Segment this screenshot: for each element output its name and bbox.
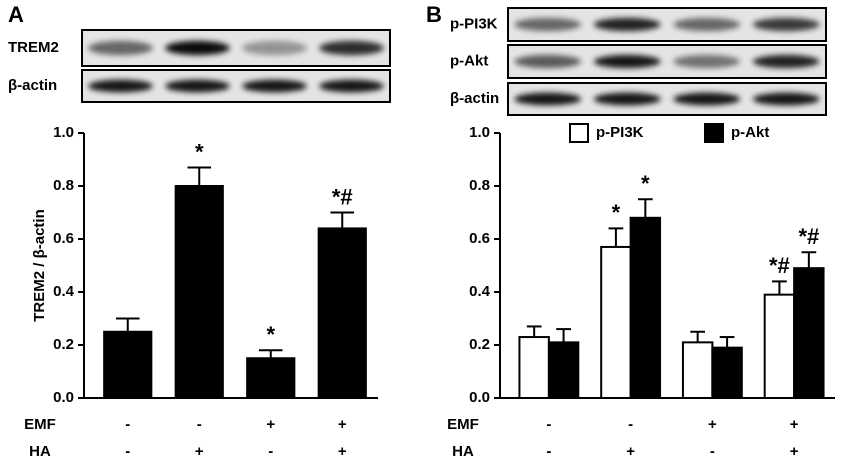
- condition-name: EMF: [24, 416, 56, 433]
- blot-band: [593, 92, 661, 106]
- blot-band: [593, 54, 661, 69]
- condition-sign: +: [266, 416, 275, 433]
- condition-name: HA: [452, 443, 474, 460]
- condition-sign: -: [710, 443, 715, 460]
- y-tick-label: 0.6: [469, 230, 490, 247]
- condition-sign: +: [338, 416, 347, 433]
- condition-sign: +: [708, 416, 717, 433]
- legend-label: p-Akt: [731, 124, 769, 141]
- bar: [629, 216, 662, 399]
- significance-mark: *: [612, 200, 621, 225]
- blot-band: [752, 17, 820, 32]
- blot-band: [165, 40, 230, 56]
- condition-sign: +: [790, 443, 799, 460]
- blot-band: [88, 79, 153, 93]
- y-tick-label: 0.8: [469, 177, 490, 194]
- blot-label: p-Akt: [450, 52, 488, 69]
- blot-band: [514, 54, 582, 69]
- blot-band: [752, 54, 820, 69]
- blot-band: [242, 40, 307, 56]
- y-tick-label: 0.8: [53, 177, 74, 194]
- y-tick-label: 1.0: [469, 124, 490, 141]
- blot-band: [242, 79, 307, 93]
- blot-band: [752, 92, 820, 106]
- bar: [103, 330, 153, 399]
- bar: [174, 185, 224, 399]
- condition-sign: +: [790, 416, 799, 433]
- condition-sign: -: [268, 443, 273, 460]
- y-tick-label: 0.2: [53, 336, 74, 353]
- blot-band: [593, 17, 661, 32]
- blot-label: β-actin: [450, 90, 499, 107]
- y-tick-label: 0.0: [53, 389, 74, 406]
- y-tick-label: 0.2: [469, 336, 490, 353]
- condition-sign: -: [546, 443, 551, 460]
- y-axis-label: TREM2 / β-actin: [31, 209, 48, 322]
- panel-label: A: [8, 2, 24, 27]
- bar: [547, 341, 580, 400]
- blot-band: [673, 92, 741, 106]
- y-tick-label: 0.4: [469, 283, 491, 300]
- significance-mark: *: [195, 139, 204, 164]
- condition-sign: -: [125, 443, 130, 460]
- blot-band: [514, 17, 582, 32]
- y-tick-label: 1.0: [53, 124, 74, 141]
- blot-band: [514, 92, 582, 106]
- legend-swatch: [704, 123, 724, 143]
- bar: [600, 245, 632, 399]
- blot-band: [319, 79, 384, 93]
- condition-name: EMF: [447, 416, 479, 433]
- condition-sign: +: [195, 443, 204, 460]
- blot-label: TREM2: [8, 39, 59, 56]
- bar: [711, 346, 743, 399]
- significance-mark: *: [266, 322, 275, 347]
- condition-name: HA: [29, 443, 51, 460]
- blot-band: [673, 54, 741, 69]
- bar: [518, 336, 550, 399]
- blot-label: β-actin: [8, 77, 57, 94]
- significance-mark: *#: [798, 224, 819, 249]
- condition-sign: +: [338, 443, 347, 460]
- blot-label: p-PI3K: [450, 15, 498, 32]
- y-tick-label: 0.6: [53, 230, 74, 247]
- legend-swatch: [569, 123, 589, 143]
- legend-label: p-PI3K: [596, 124, 644, 141]
- condition-sign: -: [546, 416, 551, 433]
- condition-sign: +: [626, 443, 635, 460]
- y-tick-label: 0.0: [469, 389, 490, 406]
- bar: [793, 267, 825, 399]
- y-tick-label: 0.4: [53, 283, 75, 300]
- significance-mark: *: [641, 171, 650, 196]
- condition-sign: -: [197, 416, 202, 433]
- panel-label: B: [426, 2, 442, 27]
- bar: [681, 341, 714, 400]
- significance-mark: *#: [332, 184, 353, 209]
- bar: [763, 293, 796, 399]
- blot-band: [165, 79, 230, 93]
- bar: [246, 357, 296, 399]
- blot-band: [319, 40, 384, 56]
- blot-band: [673, 17, 741, 32]
- condition-sign: -: [628, 416, 633, 433]
- blot-band: [88, 40, 153, 56]
- bar: [317, 227, 367, 399]
- condition-sign: -: [125, 416, 130, 433]
- significance-mark: *#: [769, 253, 790, 278]
